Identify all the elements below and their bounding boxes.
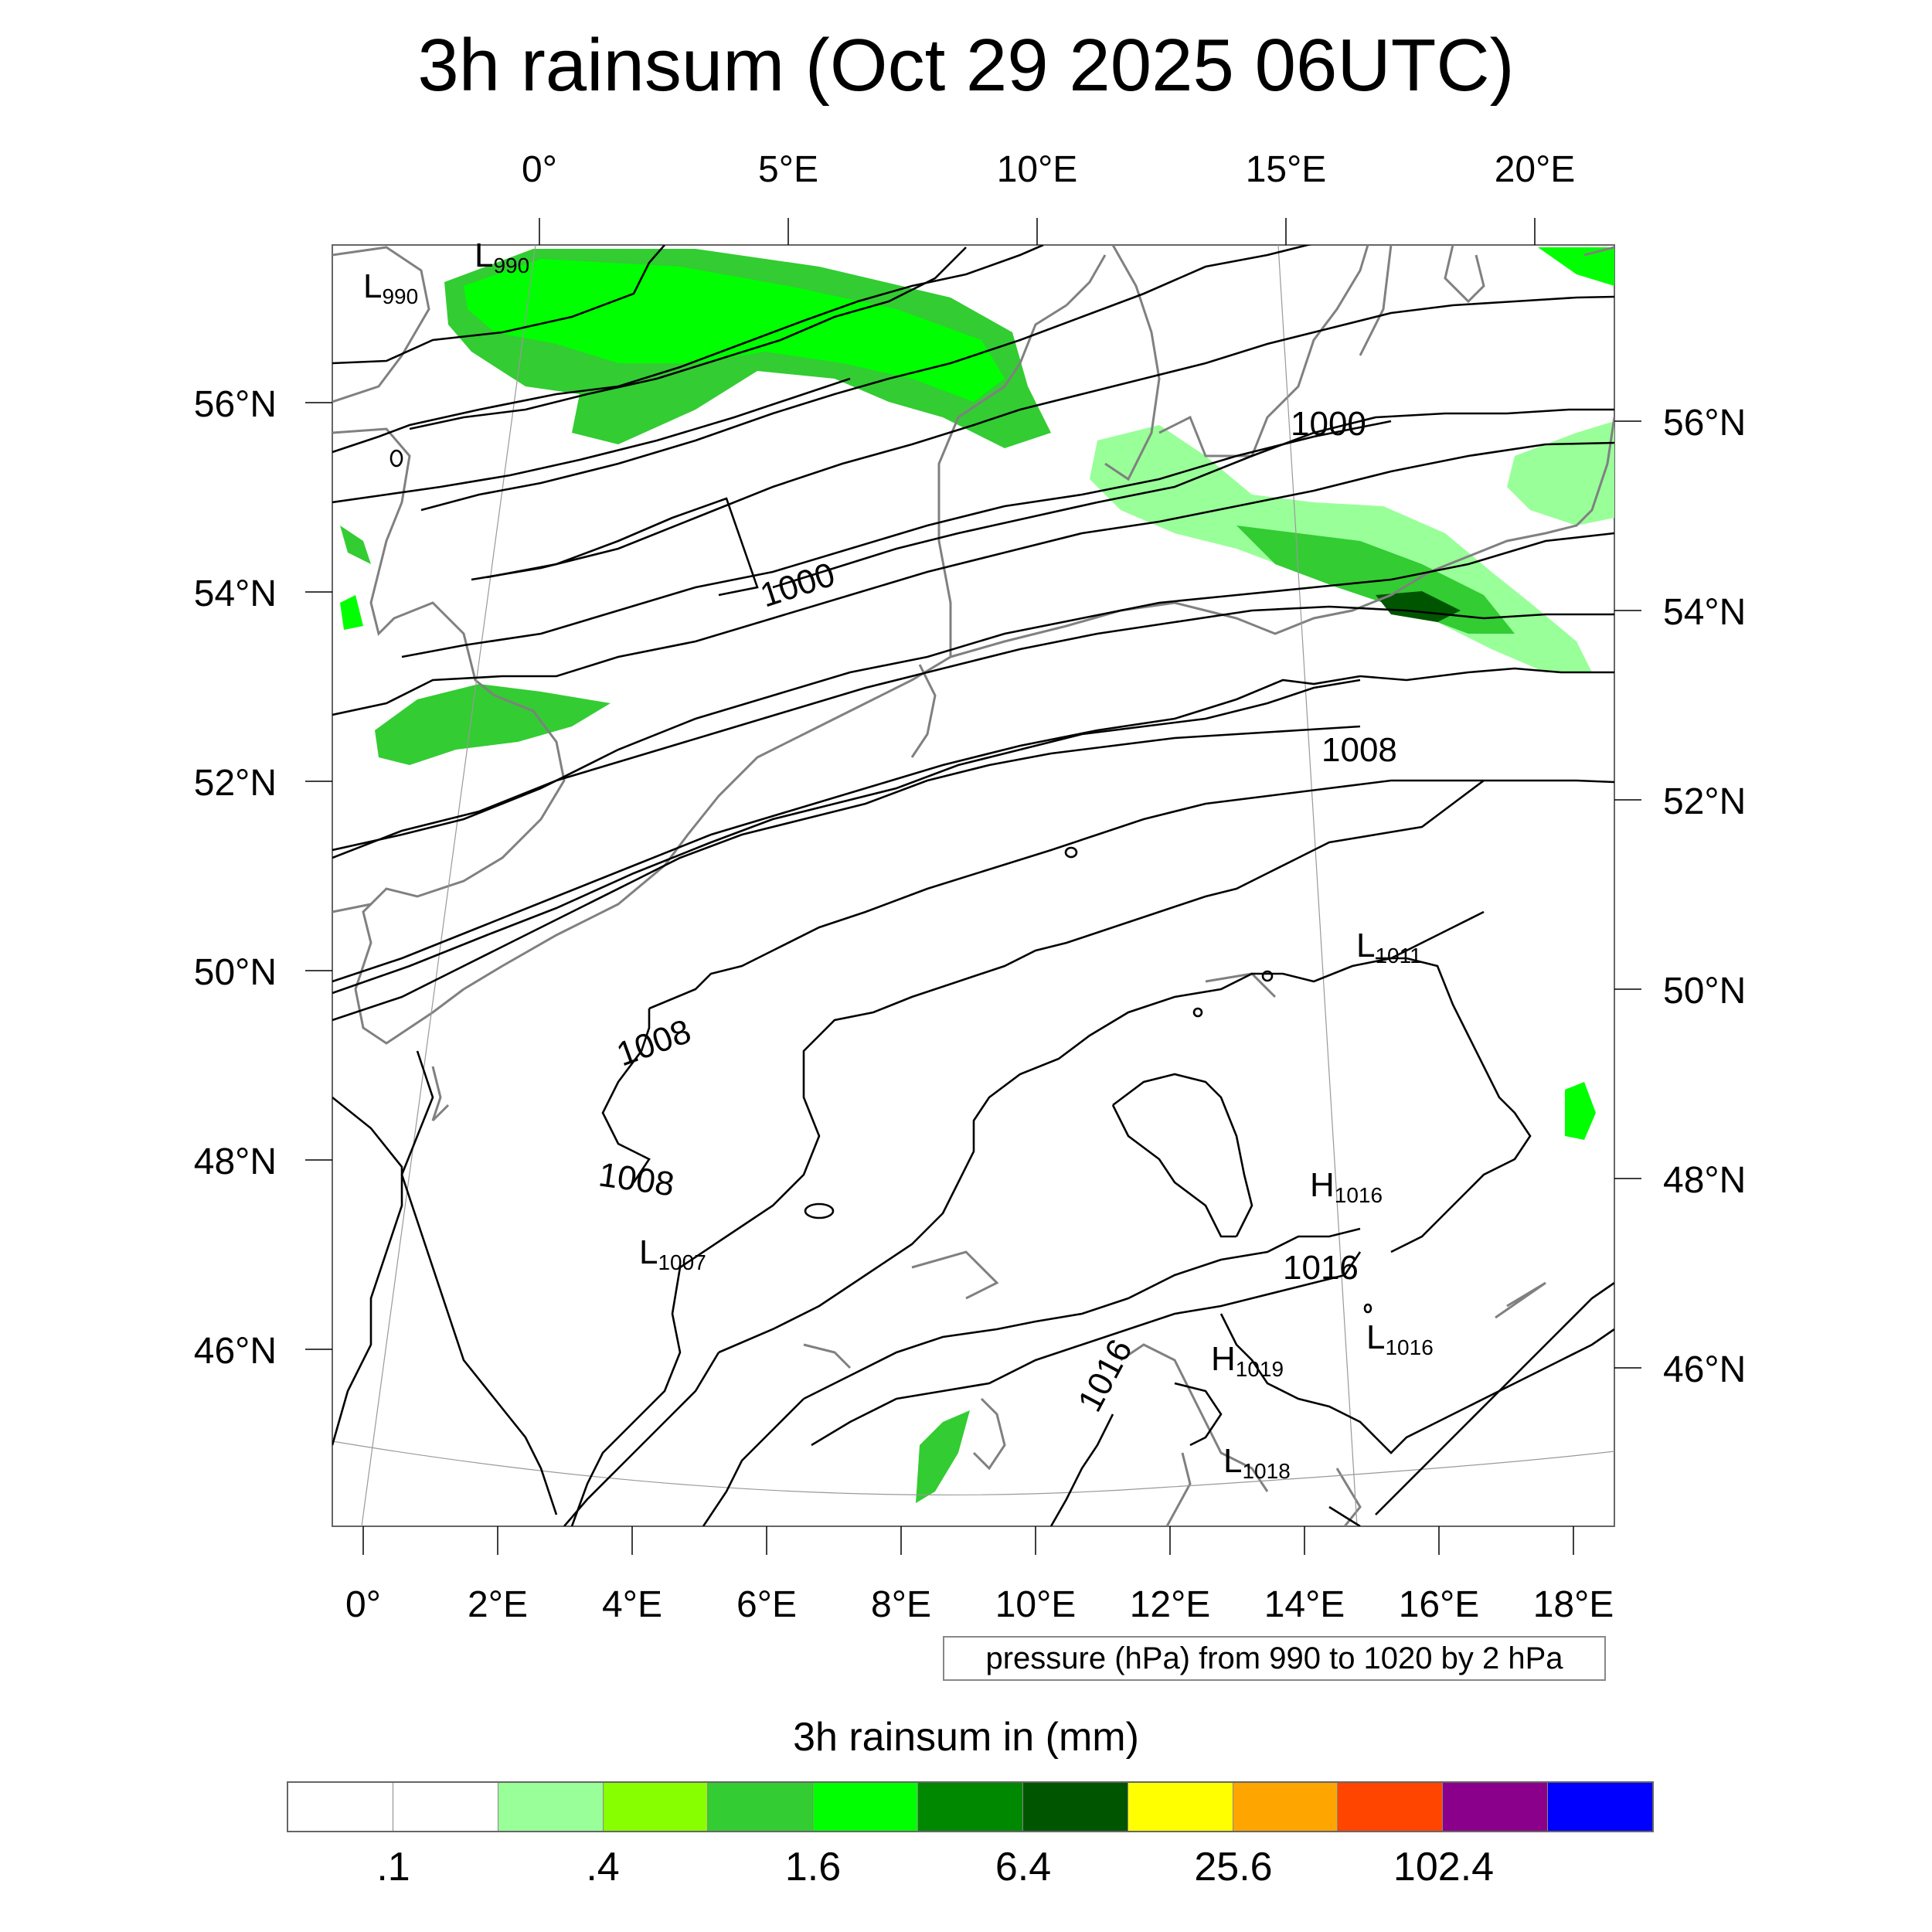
left-lat-labels: 56°N 54°N 52°N 50°N 48°N 46°N <box>194 384 277 1372</box>
colorbar-swatch <box>708 1783 814 1831</box>
isobar-label: 1008 <box>1321 731 1397 769</box>
right-lat-label: 54°N <box>1663 592 1746 633</box>
pressure-center-value: 1016 <box>1335 1183 1383 1207</box>
left-lat-label: 50°N <box>194 952 277 993</box>
pressure-center-value: 1016 <box>1385 1335 1433 1359</box>
rain-area-irish-sea <box>340 526 371 564</box>
isobar-label: 1016 <box>1283 1249 1359 1287</box>
pressure-center-high: H1019 <box>1211 1340 1284 1381</box>
tick-marks <box>305 218 1641 1555</box>
bottom-lon-label: 18°E <box>1533 1584 1614 1625</box>
left-lat-label: 54°N <box>194 573 277 614</box>
top-lon-labels: 0° 5°E 10°E 15°E 20°E <box>522 149 1575 190</box>
colorbar-swatch <box>288 1783 393 1831</box>
top-lon-label: 20°E <box>1495 149 1576 190</box>
right-lat-label: 56°N <box>1663 403 1746 444</box>
colorbar-swatch <box>603 1783 709 1831</box>
rain-area-slovakia <box>1565 1082 1596 1140</box>
pressure-center-low: L1007 <box>639 1233 706 1274</box>
rain-areas <box>340 247 1614 1503</box>
bottom-lon-labels: 0° 2°E 4°E 6°E 8°E 10°E 12°E 14°E 16°E 1… <box>345 1584 1614 1625</box>
pressure-center-value: 990 <box>382 284 418 308</box>
pressure-center-value: 990 <box>493 253 529 277</box>
left-lat-label: 48°N <box>194 1141 277 1182</box>
colorbar-swatch <box>1548 1783 1652 1831</box>
rain-area-scotland <box>340 595 363 630</box>
left-lat-label: 52°N <box>194 763 277 804</box>
bottom-lon-label: 10°E <box>995 1584 1077 1625</box>
bottom-lon-label: 16°E <box>1399 1584 1480 1625</box>
right-lat-label: 48°N <box>1663 1160 1746 1201</box>
colorbar-swatch <box>1022 1783 1128 1831</box>
right-lat-label: 46°N <box>1663 1349 1746 1390</box>
colorbar-swatch <box>918 1783 1023 1831</box>
top-lon-label: 5°E <box>758 149 818 190</box>
pressure-center-kind: L <box>474 236 493 274</box>
colorbar-swatch <box>498 1783 604 1831</box>
pressure-center-low: L1018 <box>1223 1442 1291 1483</box>
pressure-center-kind: L <box>1356 927 1375 964</box>
pressure-center-kind: L <box>1223 1442 1242 1480</box>
pressure-center-labels: L990 L990 L1011 H1016 L1007 L1016 H1019 … <box>363 236 1434 1483</box>
rain-area-lithuania <box>1507 421 1614 526</box>
rain-area-east-england <box>375 684 611 765</box>
bottom-lon-label: 0° <box>345 1584 381 1625</box>
pressure-center-low: L990 <box>363 267 418 308</box>
rain-area-corsica <box>916 1410 970 1503</box>
colorbar-swatch <box>1443 1783 1549 1831</box>
colorbar-label: 1.6 <box>784 1845 842 1889</box>
bottom-lon-label: 6°E <box>736 1584 797 1625</box>
rain-area-north-sea-core <box>464 259 1005 402</box>
right-lat-labels: 56°N 54°N 52°N 50°N 48°N 46°N <box>1663 403 1746 1390</box>
colorbar-swatch <box>1338 1783 1444 1831</box>
colorbar-swatch <box>1233 1783 1338 1831</box>
bottom-lon-label: 2°E <box>468 1584 528 1625</box>
colorbar-swatch <box>1128 1783 1233 1831</box>
pressure-note: pressure (hPa) from 990 to 1020 by 2 hPa <box>943 1636 1606 1681</box>
isobars <box>332 245 1614 1526</box>
coastlines <box>332 245 1614 1526</box>
bottom-lon-label: 8°E <box>871 1584 931 1625</box>
map-content <box>332 245 1614 1526</box>
colorbar-label: 6.4 <box>995 1845 1052 1889</box>
isobar-label: 1000 <box>1291 405 1366 443</box>
bottom-lon-label: 14°E <box>1264 1584 1345 1625</box>
colorbar-swatch <box>393 1783 498 1831</box>
pressure-center-kind: L <box>363 267 382 305</box>
graticule <box>332 245 1614 1526</box>
rain-area-norway-coast <box>1538 247 1614 286</box>
pressure-center-high: H1016 <box>1310 1166 1383 1207</box>
pressure-center-low: L1011 <box>1356 927 1422 968</box>
pressure-center-kind: H <box>1310 1166 1335 1204</box>
top-lon-label: 15°E <box>1246 149 1327 190</box>
bottom-lon-label: 4°E <box>602 1584 662 1625</box>
pressure-center-value: 1018 <box>1242 1459 1290 1483</box>
colorbar-title: 3h rainsum in (mm) <box>793 1715 1139 1760</box>
map-frame <box>332 244 1615 1527</box>
colorbar-label: .1 <box>376 1845 410 1889</box>
pressure-center-kind: H <box>1211 1340 1236 1378</box>
pressure-center-kind: L <box>1366 1318 1385 1356</box>
pressure-center-kind: L <box>639 1233 658 1271</box>
bottom-lon-label: 12°E <box>1130 1584 1211 1625</box>
colorbar-label: 25.6 <box>1194 1845 1273 1889</box>
left-lat-label: 56°N <box>194 384 277 425</box>
map-title: 3h rainsum (Oct 29 2025 06UTC) <box>417 24 1515 107</box>
pressure-center-value: 1011 <box>1375 944 1421 968</box>
left-lat-label: 46°N <box>194 1331 277 1372</box>
colorbar-label: 102.4 <box>1393 1845 1495 1889</box>
pressure-center-low: L990 <box>474 236 529 277</box>
top-lon-label: 10°E <box>997 149 1078 190</box>
top-lon-label: 0° <box>522 149 557 190</box>
pressure-circles <box>389 449 1372 1314</box>
right-lat-label: 50°N <box>1663 971 1746 1012</box>
pressure-center-value: 1007 <box>658 1250 706 1274</box>
colorbar-swatch <box>813 1783 919 1831</box>
colorbar-label: .4 <box>586 1845 620 1889</box>
pressure-center-value: 1019 <box>1236 1357 1284 1381</box>
pressure-center-low: L1016 <box>1366 1318 1434 1359</box>
right-lat-label: 52°N <box>1663 781 1746 822</box>
colorbar <box>287 1781 1654 1832</box>
